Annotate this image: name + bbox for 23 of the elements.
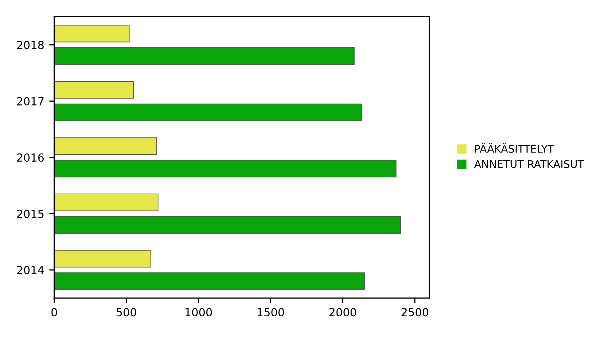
x-tick-label: 2500 bbox=[402, 308, 429, 317]
bar bbox=[54, 250, 152, 268]
bar bbox=[54, 216, 402, 234]
x-tick-label: 2000 bbox=[330, 308, 356, 317]
x-tick-label: 500 bbox=[116, 308, 136, 317]
y-tick-label: 2017 bbox=[17, 97, 44, 106]
y-tick-label: 2016 bbox=[17, 154, 44, 162]
bar bbox=[54, 104, 362, 122]
bar bbox=[54, 194, 159, 212]
bar bbox=[54, 160, 397, 178]
y-tick-label: 2014 bbox=[17, 266, 44, 275]
bar bbox=[54, 81, 134, 99]
bar bbox=[54, 48, 355, 66]
x-tick-label: 0 bbox=[52, 308, 58, 317]
bar bbox=[54, 25, 130, 43]
legend-label: PÄÄKÄSITTELYT bbox=[475, 143, 554, 154]
bar bbox=[54, 272, 365, 290]
y-tick-label: 2018 bbox=[17, 41, 44, 50]
y-tick-label: 2015 bbox=[17, 210, 44, 218]
x-tick-label: 1000 bbox=[186, 308, 212, 317]
bar bbox=[54, 138, 158, 156]
x-tick-label: 1500 bbox=[258, 308, 284, 317]
legend-label: ANNETUT RATKAISUT bbox=[474, 160, 584, 168]
